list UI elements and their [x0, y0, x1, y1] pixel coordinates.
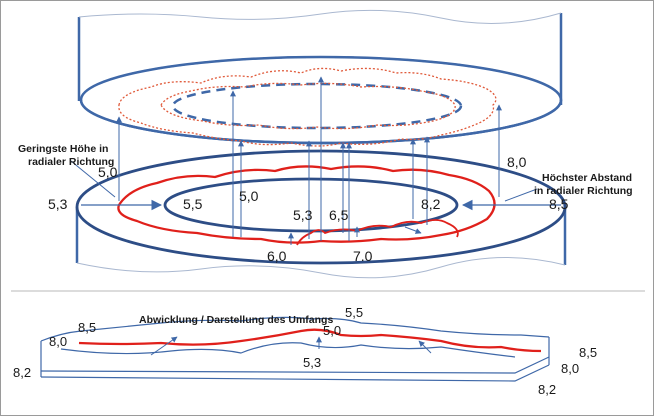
upper-profile-inner-dotted — [160, 82, 456, 130]
label-max-distance-2: in radialer Richtung — [534, 185, 633, 197]
upper-rim-back-dashed — [80, 56, 562, 101]
value-bottom-b: 7.0 — [353, 248, 373, 264]
strip-value-left-mid: 8,0 — [49, 334, 67, 349]
value-bottom-a: 6,0 — [267, 248, 287, 264]
strip-value-left-upper: 8,5 — [78, 320, 96, 335]
leader-max-distance — [504, 188, 538, 202]
upper-profile-outer-dotted — [118, 67, 497, 147]
value-right-upper: 8,0 — [507, 154, 527, 170]
base-profile-inner-trace — [296, 219, 459, 246]
upper-cylinder — [77, 9, 563, 105]
value-left-inner: 5,5 — [183, 196, 203, 212]
value-right-inner: 8,2 — [421, 196, 441, 212]
value-center-a: 5,3 — [293, 207, 313, 223]
strip-front-lower — [40, 364, 550, 382]
label-min-height-1: Geringste Höhe in — [18, 143, 108, 155]
cylinder-top-edge — [78, 9, 562, 24]
development-strip — [40, 316, 550, 382]
value-right-outer: 8,5 — [549, 196, 569, 212]
value-center-b: 6,5 — [329, 207, 349, 223]
label-min-height-2: radialer Richtung — [28, 156, 114, 168]
strip-value-top-b: 5,0 — [323, 323, 341, 338]
leader-min-height — [70, 160, 116, 198]
base-bottom-edge — [76, 257, 566, 279]
value-left-outer: 5,3 — [48, 196, 68, 212]
label-development: Abwicklung / Darstellung des Umfangs — [139, 314, 333, 326]
value-center-upper: 5,0 — [239, 188, 259, 204]
base-profile-outer — [117, 165, 496, 244]
strip-arrows — [150, 336, 432, 356]
strip-value-left-lower: 8,2 — [13, 365, 31, 380]
label-max-distance-1: Höchster Abstand — [542, 172, 632, 184]
strip-value-right-mid: 8,0 — [561, 361, 579, 376]
strip-back-line — [60, 342, 516, 358]
strip-value-center: 5,3 — [303, 355, 321, 370]
strip-value-top-a: 5,5 — [345, 305, 363, 320]
strip-bottom-front — [40, 356, 550, 374]
upper-inner-dashed-ellipse — [171, 82, 463, 130]
strip-top-edge — [40, 316, 550, 342]
strip-profile — [78, 328, 542, 353]
strip-value-right-lower: 8,2 — [538, 382, 556, 397]
base-inner-ellipse — [163, 177, 459, 233]
measurement-arrows — [116, 76, 502, 245]
value-left-upper: 5,0 — [98, 164, 118, 180]
strip-value-right-upper: 8,5 — [579, 345, 597, 360]
